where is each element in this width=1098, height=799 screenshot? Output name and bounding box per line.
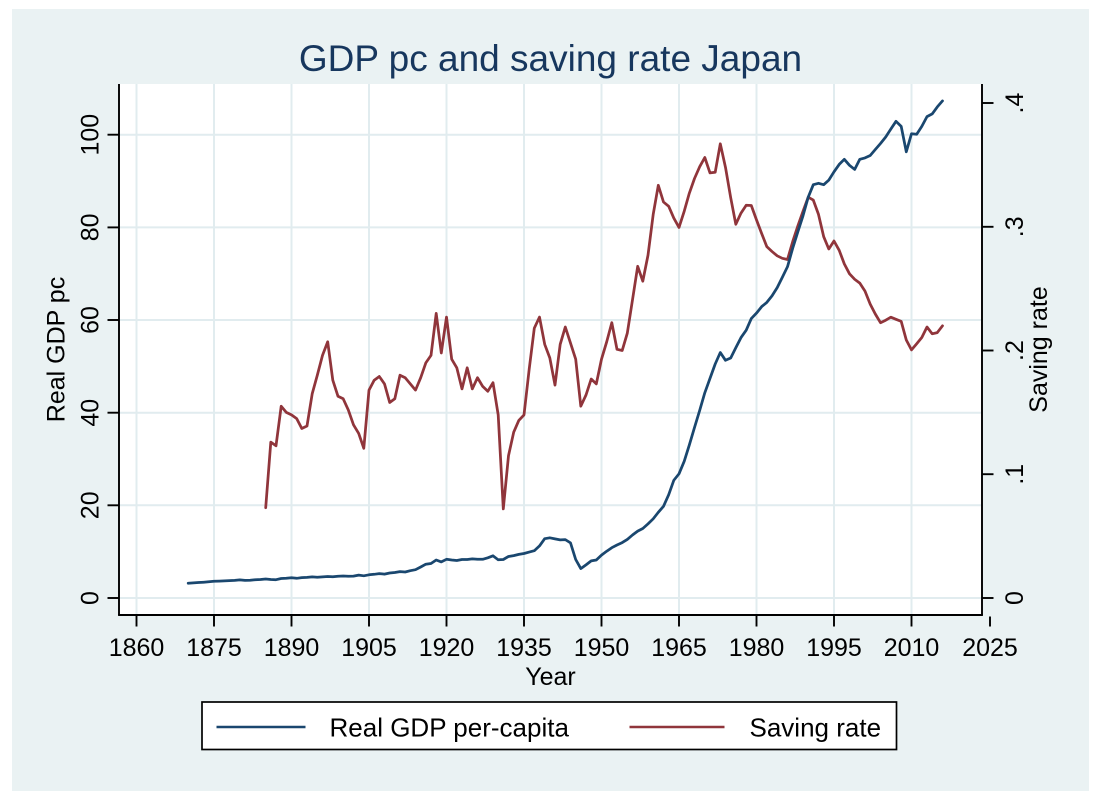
svg-text:20: 20 (77, 491, 105, 519)
svg-text:1875: 1875 (186, 634, 242, 662)
svg-text:Real GDP per-capita: Real GDP per-capita (330, 713, 570, 743)
svg-text:1980: 1980 (729, 634, 785, 662)
svg-text:1860: 1860 (109, 634, 165, 662)
svg-text:1905: 1905 (341, 634, 397, 662)
svg-text:Saving rate: Saving rate (750, 713, 882, 743)
svg-text:1920: 1920 (419, 634, 475, 662)
svg-text:2025: 2025 (962, 634, 1018, 662)
svg-text:Saving rate: Saving rate (1025, 286, 1053, 412)
svg-text:0: 0 (77, 591, 105, 605)
svg-text:1950: 1950 (574, 634, 630, 662)
svg-text:Real GDP pc: Real GDP pc (43, 277, 71, 422)
svg-text:1965: 1965 (651, 634, 707, 662)
svg-text:2010: 2010 (884, 634, 940, 662)
svg-text:80: 80 (77, 213, 105, 241)
svg-text:GDP pc and saving rate Japan: GDP pc and saving rate Japan (299, 38, 802, 79)
svg-text:40: 40 (77, 399, 105, 427)
svg-text:.1: .1 (1001, 464, 1029, 485)
svg-text:.2: .2 (1001, 340, 1029, 361)
svg-text:.3: .3 (1001, 216, 1029, 237)
svg-text:.4: .4 (1001, 92, 1029, 113)
svg-text:Year: Year (525, 663, 576, 691)
svg-text:100: 100 (77, 114, 105, 156)
svg-text:1995: 1995 (806, 634, 862, 662)
svg-text:60: 60 (77, 306, 105, 334)
svg-text:1890: 1890 (264, 634, 320, 662)
svg-text:1935: 1935 (496, 634, 552, 662)
svg-text:0: 0 (1001, 591, 1029, 605)
